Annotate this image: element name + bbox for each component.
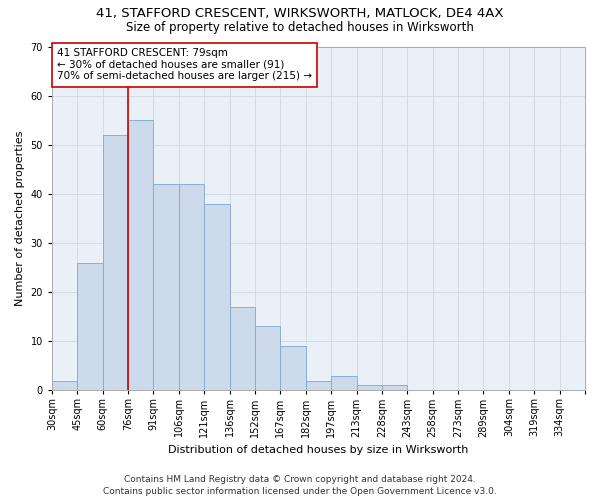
Text: 41 STAFFORD CRESCENT: 79sqm
← 30% of detached houses are smaller (91)
70% of sem: 41 STAFFORD CRESCENT: 79sqm ← 30% of det… <box>57 48 312 82</box>
Bar <box>52 380 77 390</box>
Bar <box>255 326 280 390</box>
Text: Contains HM Land Registry data © Crown copyright and database right 2024.
Contai: Contains HM Land Registry data © Crown c… <box>103 474 497 496</box>
Text: Size of property relative to detached houses in Wirksworth: Size of property relative to detached ho… <box>126 21 474 34</box>
Text: 41, STAFFORD CRESCENT, WIRKSWORTH, MATLOCK, DE4 4AX: 41, STAFFORD CRESCENT, WIRKSWORTH, MATLO… <box>96 8 504 20</box>
Bar <box>179 184 204 390</box>
X-axis label: Distribution of detached houses by size in Wirksworth: Distribution of detached houses by size … <box>168 445 469 455</box>
Bar <box>280 346 306 391</box>
Bar <box>77 262 103 390</box>
Bar <box>356 386 382 390</box>
Bar <box>128 120 154 390</box>
Bar <box>204 204 230 390</box>
Bar <box>230 307 255 390</box>
Y-axis label: Number of detached properties: Number of detached properties <box>15 130 25 306</box>
Bar <box>154 184 179 390</box>
Bar <box>382 386 407 390</box>
Bar <box>306 380 331 390</box>
Bar <box>331 376 356 390</box>
Bar <box>103 135 128 390</box>
